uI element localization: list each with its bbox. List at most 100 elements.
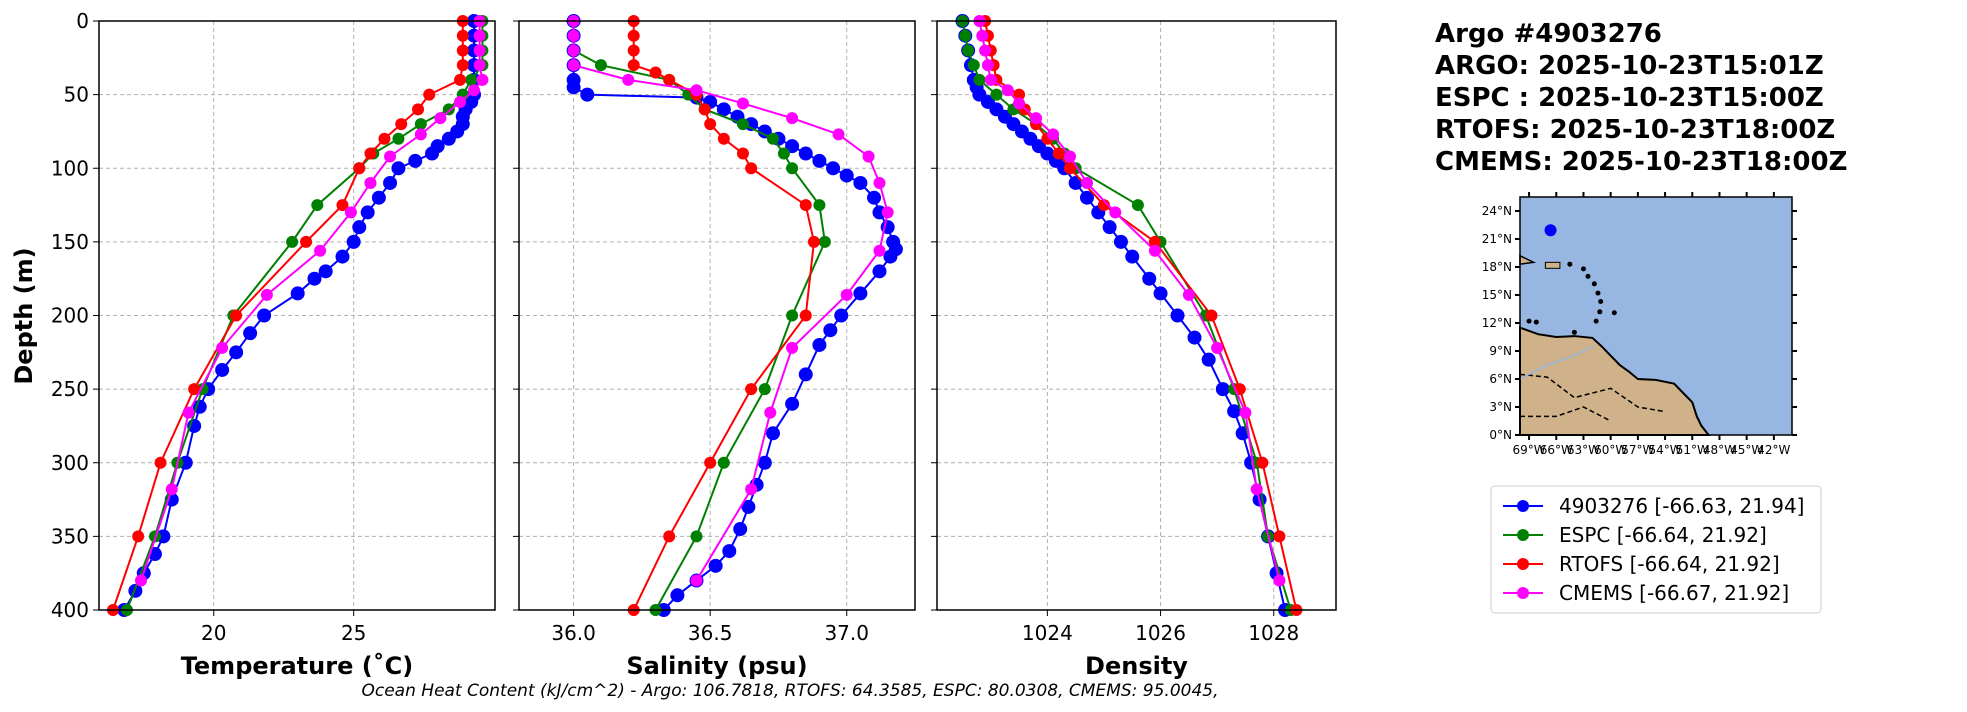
data-point-espc (717, 456, 730, 469)
location-map: 69°W66°W63°W60°W57°W54°W51°W48°W45°W42°W… (1482, 192, 1797, 457)
data-point-cmems (984, 73, 997, 86)
data-point-argo (765, 426, 780, 441)
data-point-espc (392, 132, 405, 145)
data-point-rtofs (132, 530, 145, 543)
data-point-argo (812, 153, 827, 168)
river-line (1519, 345, 1593, 380)
data-point-cmems (1047, 128, 1060, 141)
data-point-argo (1187, 330, 1202, 345)
data-point-espc (594, 59, 607, 72)
data-point-argo (1153, 286, 1168, 301)
x-tick-label: 25 (341, 621, 366, 645)
island (1598, 299, 1604, 305)
data-point-cmems (979, 44, 992, 57)
title-block: Argo #4903276 ARGO: 2025-10-23T15:01Z ES… (1435, 19, 1847, 177)
data-point-argo (1227, 404, 1242, 419)
y-tick-label: 250 (51, 377, 89, 401)
data-point-cmems (881, 206, 894, 219)
data-point-cmems (567, 29, 580, 42)
island (1611, 310, 1617, 316)
map-x-tick-label: 57°W (1621, 443, 1654, 457)
x-tick-label: 36.0 (551, 621, 596, 645)
data-point-rtofs (378, 132, 391, 145)
data-point-espc (813, 199, 826, 212)
data-point-rtofs (627, 59, 640, 72)
data-point-rtofs (188, 383, 201, 396)
map-x-tick-label: 45°W (1730, 443, 1763, 457)
data-point-rtofs (698, 103, 711, 116)
border-line (1519, 373, 1666, 413)
map-y-tick-label: 21°N (1482, 232, 1512, 246)
data-point-argo (708, 558, 723, 573)
legend-label: 4903276 [-66.63, 21.94] (1559, 494, 1804, 518)
data-point-cmems (736, 97, 749, 110)
data-point-cmems (786, 112, 799, 125)
data-point-argo (566, 80, 581, 95)
data-point-argo (823, 323, 838, 338)
data-point-cmems (1080, 176, 1093, 189)
data-point-rtofs (230, 309, 243, 322)
data-point-cmems (976, 29, 989, 42)
data-point-rtofs (364, 147, 377, 160)
data-point-cmems (1001, 84, 1014, 97)
data-point-argo (425, 146, 440, 161)
data-point-espc (786, 162, 799, 175)
data-point-espc (1131, 199, 1144, 212)
data-point-espc (959, 29, 972, 42)
data-point-cmems (745, 483, 758, 496)
data-point-cmems (690, 574, 703, 587)
panel-1: 36.0 36.5 37.0 Salinity (psu) (513, 14, 916, 680)
data-point-espc (465, 73, 478, 86)
data-point-rtofs (1273, 530, 1286, 543)
data-point-cmems (690, 84, 703, 97)
map-x-tick-label: 42°W (1757, 443, 1790, 457)
data-point-cmems (1109, 206, 1122, 219)
data-point-rtofs (799, 199, 812, 212)
x-tick-label: 1026 (1135, 621, 1186, 645)
data-point-cmems (1148, 244, 1161, 257)
map-x-tick-label: 51°W (1676, 443, 1709, 457)
island (1595, 290, 1601, 296)
data-point-argo (1079, 190, 1094, 205)
argo-location-marker (1544, 224, 1557, 237)
island (1526, 318, 1532, 324)
y-axis-label: Depth (m) (10, 247, 38, 384)
map-y-tick-label: 0°N (1489, 428, 1512, 442)
data-point-cmems (476, 73, 489, 86)
data-point-cmems (414, 128, 427, 141)
map-x-tick-label: 66°W (1540, 443, 1573, 457)
data-point-argo (1068, 175, 1083, 190)
data-point-argo (580, 87, 595, 102)
data-point-argo (716, 102, 731, 117)
data-point-argo (318, 264, 333, 279)
data-point-cmems (873, 176, 886, 189)
data-point-argo (733, 522, 748, 537)
axes-frame (518, 20, 916, 611)
data-point-argo (215, 362, 230, 377)
data-point-rtofs (300, 235, 313, 248)
data-point-argo (352, 220, 367, 235)
data-point-cmems (840, 288, 853, 301)
land-puerto-rico (1544, 261, 1561, 269)
data-point-cmems (260, 288, 273, 301)
data-point-rtofs (649, 66, 662, 79)
title-line: Argo #4903276 (1435, 19, 1662, 49)
title-line: ARGO: 2025-10-23T15:01Z (1435, 51, 1824, 81)
data-point-rtofs (1052, 147, 1065, 160)
data-point-rtofs (799, 309, 812, 322)
series-line-cmems (572, 21, 889, 582)
data-point-argo (1201, 352, 1216, 367)
island (1580, 266, 1586, 272)
legend: 4903276 [-66.63, 21.94] ESPC [-66.64, 21.… (1490, 485, 1822, 614)
y-tick-label: 400 (51, 598, 89, 622)
data-point-cmems (1250, 483, 1263, 496)
map-y-tick-label: 18°N (1482, 260, 1512, 274)
island (1597, 309, 1603, 315)
data-point-argo (383, 175, 398, 190)
data-point-argo (307, 271, 322, 286)
data-point-argo (853, 286, 868, 301)
data-point-rtofs (353, 162, 366, 175)
data-point-argo (812, 337, 827, 352)
data-point-cmems (567, 44, 580, 57)
legend-marker-espc (1517, 529, 1529, 541)
